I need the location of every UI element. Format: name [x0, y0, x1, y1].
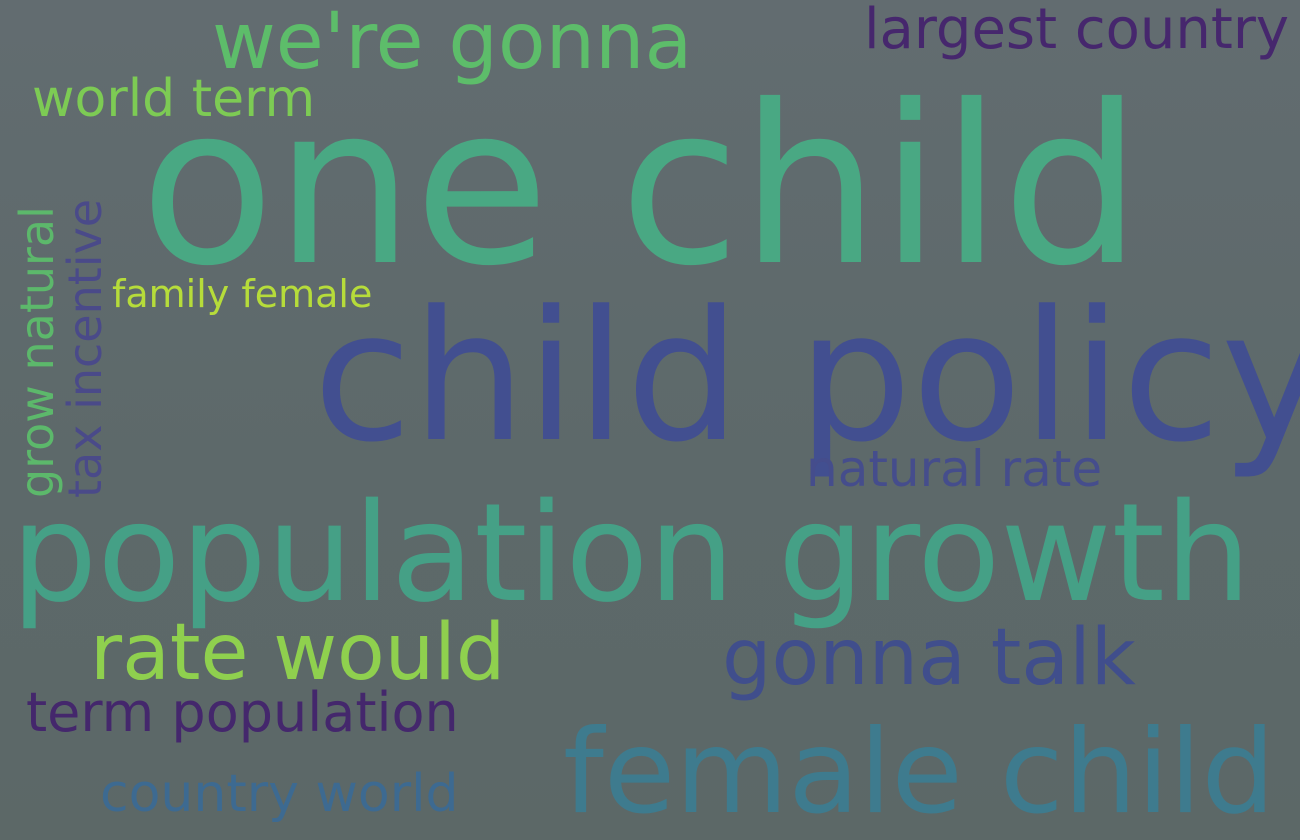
word-grow-natural: grow natural [10, 206, 64, 498]
word-population-growth: population growth [11, 475, 1252, 633]
word-term-population: term population [26, 681, 459, 744]
word-female-child: female child [563, 705, 1276, 840]
word-world-term: world term [32, 69, 316, 129]
word-gonna-talk: gonna talk [722, 613, 1136, 703]
word-family-female: family female [112, 272, 373, 316]
word-one-child: one child [140, 58, 1142, 314]
word-rate-would: rate would [90, 608, 506, 698]
word-natural-rate: natural rate [806, 440, 1103, 498]
word-were-gonna: we're gonna [212, 0, 693, 87]
word-country-world: country world [100, 764, 459, 824]
word-tax-incentive: tax incentive [58, 198, 112, 498]
word-largest-country: largest country [864, 0, 1290, 62]
word-child-policy: child policy [313, 273, 1300, 482]
